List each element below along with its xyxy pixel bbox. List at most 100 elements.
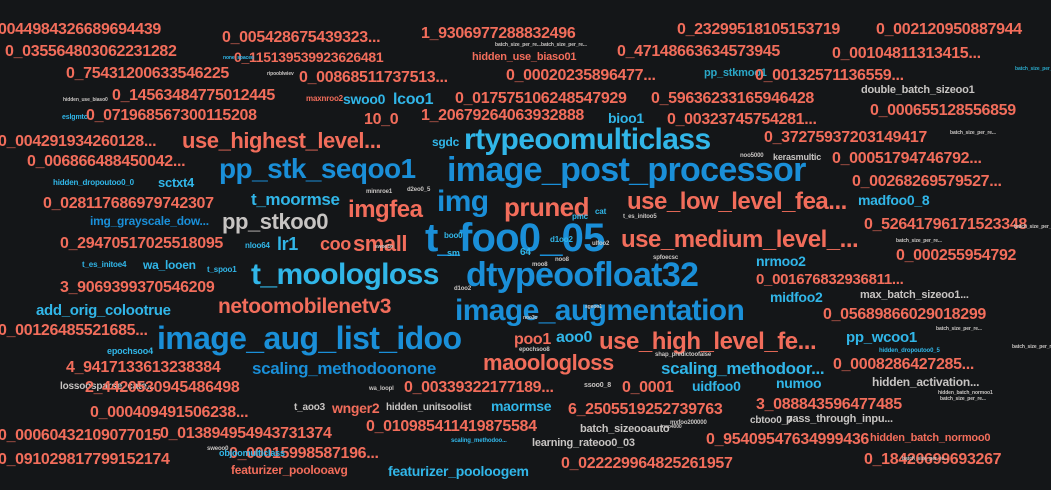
word: objoomulticlass	[219, 448, 285, 458]
word: hidden_activation...	[872, 375, 980, 389]
tiny-word: spfoecsc	[653, 255, 679, 261]
tiny-word: minnroe1	[366, 189, 393, 195]
word: add_orig_colootrue	[36, 302, 171, 319]
word: image_augmentation	[455, 294, 745, 327]
tiny-word: none_spaceo	[223, 55, 254, 61]
word: nrmoo2	[756, 253, 806, 269]
word: maoologloss	[483, 350, 614, 375]
tiny-word: t_spoo1	[207, 265, 237, 274]
tiny-word: sm	[447, 248, 460, 258]
tiny-word: pmc	[572, 212, 588, 221]
word: epochsoo4	[107, 346, 153, 356]
word: imgfea	[348, 196, 423, 223]
word: maxnroo2	[306, 94, 343, 103]
word: 0_29470517025518095	[60, 235, 223, 252]
tiny-word: noo5000	[740, 153, 764, 159]
word: 4_9417133613238384	[66, 359, 221, 376]
word: max_batch_sizeoo1...	[860, 289, 969, 301]
tiny-word: noo4000	[662, 424, 682, 430]
word: 0_002120950887944	[876, 21, 1022, 38]
word: image_aug_list_idoo	[157, 320, 462, 356]
word: 0_00268269579527...	[852, 173, 1002, 190]
word: 0_00323745754281...	[667, 111, 817, 128]
tiny-word: scaling_methodoo...	[451, 438, 507, 444]
word: 0_091029817799152174	[0, 451, 170, 468]
word: sctxt4	[158, 175, 195, 190]
word: sgdc	[432, 135, 460, 149]
word: 0_14563484775012445	[112, 87, 275, 104]
word: t_moormse	[251, 190, 340, 209]
tiny-word: batch_size_per_re...	[936, 326, 982, 332]
word: pp_stkmoo1	[704, 67, 767, 79]
word: dtypeoofloat32	[466, 256, 699, 294]
word: coo	[320, 234, 351, 254]
tiny-word: sweoo0	[207, 446, 229, 452]
tiny-word: mxfoo200000	[670, 420, 707, 426]
word: t_aoo3	[294, 402, 326, 413]
word: hidden_unitsoolist	[386, 402, 472, 413]
tiny-word: hidden_use_biaso0	[63, 97, 108, 103]
word: img_grayscale_dow...	[90, 214, 209, 228]
word: swoo0	[343, 91, 386, 107]
tiny-word: shap_predictoofalse	[655, 352, 712, 358]
word: use_low_level_fea...	[627, 188, 847, 215]
word: poo1	[514, 331, 551, 348]
word: 0_00051794746792...	[832, 150, 982, 167]
tiny-word: batch_size_per_re...	[495, 42, 541, 48]
word: wa_looen	[143, 258, 196, 272]
word: 0_115139539923626481	[234, 49, 384, 65]
word: use_medium_level_...	[621, 226, 859, 253]
word: 0_00060432109077015	[0, 427, 161, 444]
word: 0_05689866029018299	[823, 306, 986, 323]
tiny-word: ripooblwiev	[267, 71, 294, 77]
word: 0_006866488450042...	[27, 153, 186, 170]
word: 0_75431200633546225	[66, 65, 229, 82]
tiny-word: hidden_batch_normoo1	[938, 390, 993, 396]
word: pp_stk_seqoo1	[219, 153, 416, 184]
tiny-word: kerasmultic	[773, 152, 822, 162]
word: featurizer_pooloogem	[388, 463, 529, 479]
word: pass_through_inpu...	[786, 413, 893, 425]
word: rtypeoomulticlass	[464, 123, 711, 156]
word: 0_00868511737513...	[299, 69, 448, 86]
tiny-word: ulfoo2	[592, 241, 610, 247]
tiny-word: batch_size_per_re...	[541, 42, 587, 48]
word: 0_47148663634573945	[617, 43, 780, 60]
word: 0044984326689694439	[0, 21, 161, 38]
tiny-word: nloo64	[245, 241, 270, 250]
word: 0_000255954792	[896, 247, 1017, 264]
word: t_es_initoe4	[82, 260, 127, 269]
tiny-word: batch_size_per_re...	[1014, 224, 1051, 230]
word: 0_071968567300115208	[86, 107, 257, 124]
word: cbtoo0_7	[750, 415, 793, 426]
word: 0_017575106248547929	[455, 90, 627, 107]
word: featurizer_poolooavg	[231, 463, 348, 477]
tiny-word: wa_loopl	[369, 386, 394, 392]
tiny-word: batch_size_per_re...	[1015, 66, 1051, 72]
word: 0_022229964825261957	[561, 455, 733, 472]
word: 1_9306977288832496	[421, 25, 576, 42]
word: lossoosparse_cate...	[60, 381, 155, 392]
word: image_post_processor	[447, 151, 806, 189]
tiny-word: ssoo0_8	[584, 382, 612, 389]
word: pruned	[504, 192, 590, 222]
word: 0_18420699693267	[864, 451, 1002, 468]
word: t_moologloss	[251, 258, 439, 291]
word: hidden_batch_normoo0	[870, 432, 991, 444]
word: hidden_use_biaso01	[472, 51, 577, 63]
word: 0_001676832936811...	[756, 271, 904, 288]
tiny-word: d1oo2	[454, 286, 472, 292]
word: 0_37275937203149417	[764, 129, 927, 146]
tiny-word: 64	[520, 247, 531, 258]
word: lr1	[277, 234, 298, 254]
word: bioo1	[608, 110, 644, 126]
word: use_high_level_fe...	[599, 328, 817, 355]
word: 0_000655128556859	[870, 102, 1016, 119]
tiny-word: batch_size_per_re...	[1012, 344, 1051, 350]
word: netoomobilenetv3	[218, 295, 391, 318]
word: pp_stkoo0	[222, 209, 329, 234]
word: uidfoo0	[692, 378, 741, 394]
word: 0_23299518105153719	[677, 21, 840, 38]
tiny-word: noo8	[555, 257, 569, 263]
